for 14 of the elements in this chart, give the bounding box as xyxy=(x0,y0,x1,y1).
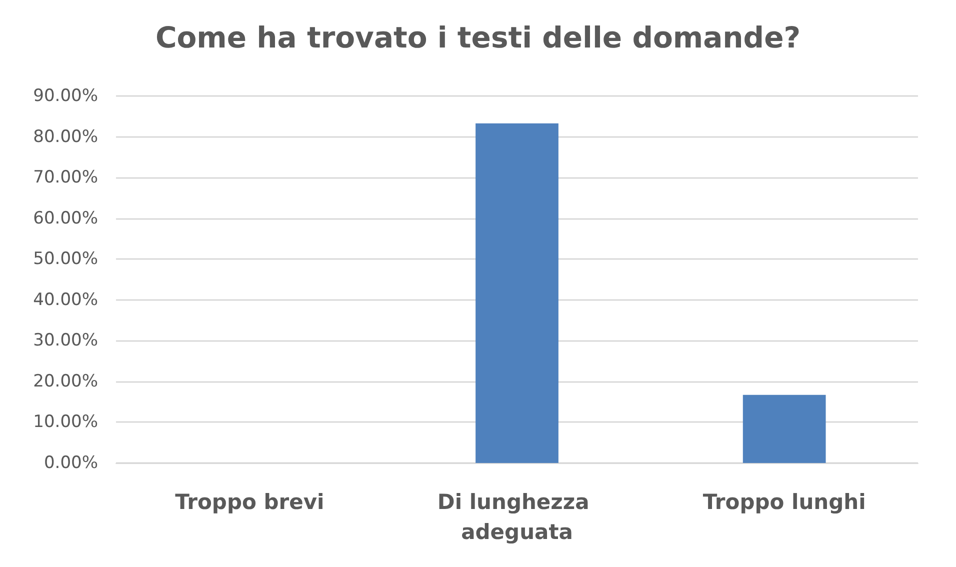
y-tick-label: 0.00% xyxy=(44,453,98,473)
x-tick-label: Troppo brevi xyxy=(175,490,324,514)
y-tick-label: 70.00% xyxy=(33,168,98,188)
y-tick-label: 90.00% xyxy=(33,86,98,106)
x-tick-label: Di lunghezza adeguata xyxy=(437,490,597,544)
y-tick-label: 40.00% xyxy=(33,290,98,310)
y-tick-label: 50.00% xyxy=(33,249,98,270)
y-tick-label: 30.00% xyxy=(33,330,98,351)
x-tick-label: Troppo lunghi xyxy=(702,490,866,514)
y-tick-label: 10.00% xyxy=(33,412,98,432)
chart-title: Come ha trovato i testi delle domande? xyxy=(155,20,801,54)
y-tick-label: 80.00% xyxy=(33,126,98,147)
y-tick-label: 60.00% xyxy=(33,208,98,228)
y-tick-label: 20.00% xyxy=(33,371,98,392)
